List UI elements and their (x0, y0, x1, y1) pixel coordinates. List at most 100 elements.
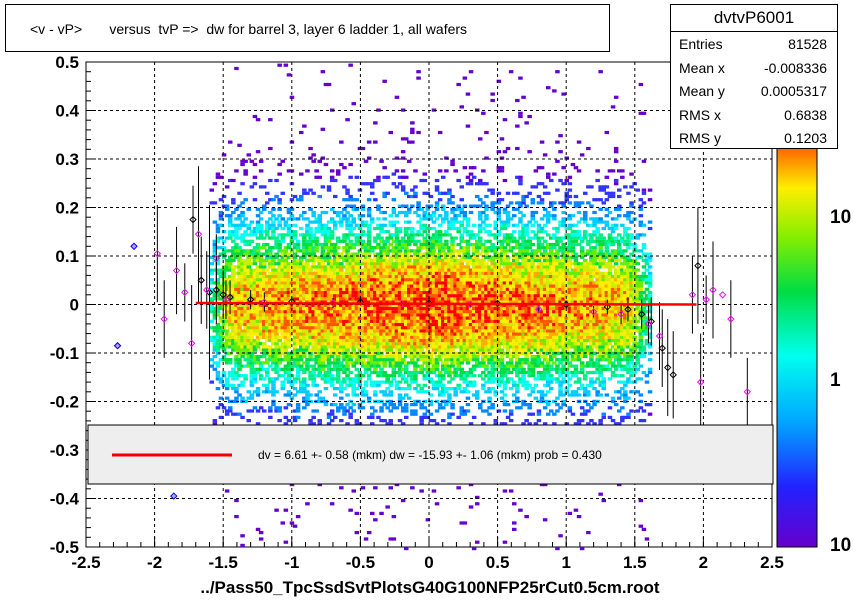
heat-cell (388, 332, 393, 336)
heat-cell (508, 313, 514, 317)
heat-cell (530, 348, 535, 352)
heat-cell (533, 319, 539, 323)
heat-cell (357, 370, 363, 375)
heat-cell (549, 313, 554, 317)
heat-cell (305, 310, 310, 314)
heat-cell (462, 348, 468, 352)
heat-cell (299, 319, 304, 323)
heat-cell (320, 332, 326, 336)
heat-cell (573, 316, 579, 320)
heat-cell (478, 316, 483, 320)
heat-cell (237, 287, 242, 291)
heat-cell (431, 326, 437, 330)
heat-cell (555, 326, 560, 330)
heat-cell (539, 338, 545, 343)
heat-cell (586, 281, 591, 285)
heat-cell (620, 367, 625, 371)
heat-cell (339, 281, 344, 285)
heat-cell (499, 303, 505, 307)
heat-cell (410, 348, 415, 352)
heat-cell (623, 390, 628, 394)
heat-cell (462, 387, 468, 391)
heat-cell (468, 505, 474, 509)
heat-cell (292, 281, 298, 285)
heat-cell (280, 287, 285, 291)
heat-cell (471, 415, 477, 419)
heat-cell (493, 338, 498, 343)
heat-cell (410, 370, 415, 375)
heat-cell (422, 358, 427, 362)
heat-cell (558, 306, 563, 311)
heat-cell (579, 370, 585, 375)
heat-cell (397, 310, 403, 314)
heat-cell (348, 345, 353, 349)
heat-cell (434, 332, 440, 336)
heat-cell (512, 354, 517, 359)
heat-cell (299, 310, 304, 314)
heat-cell (471, 335, 477, 339)
heat-cell (376, 313, 381, 317)
heat-cell (376, 351, 381, 355)
heat-cell (391, 403, 397, 407)
heat-cell (363, 313, 369, 317)
heat-cell (379, 335, 384, 339)
heat-cell (447, 319, 452, 323)
heat-cell (542, 316, 548, 320)
heat-cell (453, 281, 458, 285)
heat-cell (512, 287, 517, 291)
heat-cell (465, 345, 471, 349)
heat-cell (638, 329, 644, 333)
heat-cell (598, 310, 603, 314)
heat-cell (447, 399, 452, 403)
heat-cell (354, 310, 360, 314)
heat-cell (610, 361, 616, 365)
heat-cell (589, 313, 594, 317)
heat-cell (425, 374, 431, 378)
heat-cell (586, 306, 591, 311)
heat-cell (496, 377, 502, 381)
heat-cell (317, 361, 322, 365)
heat-cell (487, 412, 492, 416)
heat-cell (302, 348, 307, 352)
heat-cell (354, 367, 360, 371)
heat-cell (552, 342, 557, 346)
heat-cell (413, 306, 418, 311)
heat-cell (465, 294, 471, 298)
heat-cell (527, 297, 532, 301)
heat-cell (447, 294, 452, 298)
heat-cell (524, 380, 529, 384)
heat-cell (391, 367, 397, 371)
heat-cell (607, 354, 613, 359)
heat-cell (617, 326, 622, 330)
heat-cell (419, 306, 424, 311)
heat-cell (502, 393, 508, 397)
heat-cell (471, 380, 477, 384)
heat-cell (447, 374, 452, 378)
heat-cell (607, 319, 613, 323)
heat-cell (576, 342, 582, 346)
heat-cell (265, 387, 270, 391)
heat-cell (589, 322, 594, 327)
heat-cell (546, 294, 551, 298)
heat-cell (249, 348, 255, 352)
heat-cell (502, 284, 508, 288)
heat-cell (536, 329, 542, 333)
heat-cell (246, 361, 251, 365)
heat-cell (629, 361, 634, 365)
heat-cell (280, 322, 285, 327)
heat-cell (385, 380, 390, 384)
heat-cell (326, 358, 332, 362)
heat-cell (255, 342, 261, 346)
heat-cell (336, 367, 341, 371)
heat-cell (524, 303, 529, 307)
heat-cell (583, 387, 588, 391)
heat-cell (533, 287, 539, 291)
heat-cell (326, 351, 332, 355)
heat-cell (592, 319, 597, 323)
heat-cell (546, 287, 551, 291)
heat-cell (388, 274, 393, 279)
heat-cell (397, 335, 403, 339)
heat-cell (379, 374, 384, 378)
heat-cell (626, 342, 631, 346)
heat-cell (428, 290, 434, 295)
